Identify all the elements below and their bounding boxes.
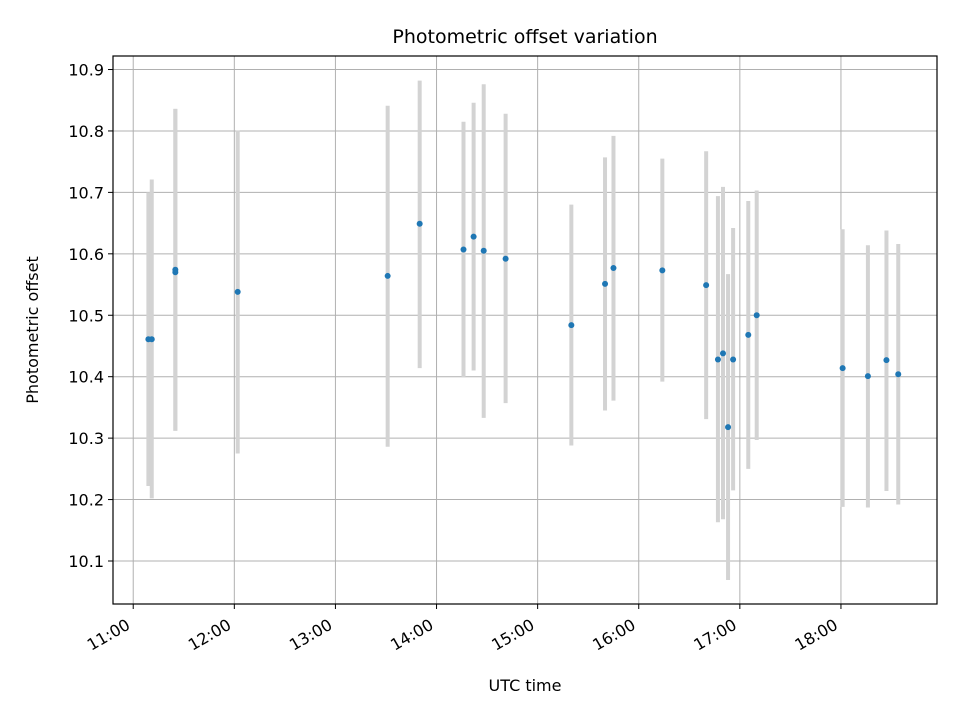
data-point bbox=[480, 247, 487, 254]
data-point bbox=[725, 424, 732, 431]
data-point bbox=[719, 350, 726, 357]
data-point bbox=[730, 356, 737, 363]
data-point bbox=[714, 356, 721, 363]
data-point bbox=[659, 267, 666, 274]
data-point bbox=[883, 357, 890, 364]
data-point bbox=[234, 288, 241, 295]
plot-frame bbox=[112, 55, 938, 605]
chart-title: Photometric offset variation bbox=[392, 26, 657, 48]
data-point bbox=[753, 312, 760, 319]
y-axis-title: Photometric offset bbox=[23, 256, 42, 404]
x-axis-title: UTC time bbox=[489, 676, 562, 695]
y-tick-label: 10.5 bbox=[68, 306, 104, 325]
grid bbox=[113, 56, 937, 604]
data-points bbox=[145, 220, 902, 431]
y-tick-label: 10.1 bbox=[68, 552, 104, 571]
y-tick-label: 10.6 bbox=[68, 245, 104, 264]
data-point bbox=[384, 272, 391, 279]
data-point bbox=[148, 336, 155, 343]
data-point bbox=[839, 365, 846, 372]
data-point bbox=[610, 264, 617, 271]
data-point bbox=[864, 373, 871, 380]
data-point bbox=[703, 282, 710, 289]
y-axis: 10.1 10.2 10.3 10.4 10.5 10.6 10.7 10.8 10.9 bbox=[68, 61, 113, 571]
data-point bbox=[745, 331, 752, 338]
data-point bbox=[460, 246, 467, 253]
data-point bbox=[602, 280, 609, 287]
y-tick-label: 10.9 bbox=[68, 61, 104, 80]
y-tick-label: 10.2 bbox=[68, 491, 104, 510]
y-tick-label: 10.3 bbox=[68, 429, 104, 448]
y-tick-label: 10.4 bbox=[68, 368, 104, 387]
y-tick-label: 10.8 bbox=[68, 122, 104, 141]
data-point bbox=[172, 266, 179, 273]
data-point bbox=[895, 371, 902, 378]
y-tick-label: 10.7 bbox=[68, 183, 104, 202]
data-point bbox=[568, 322, 575, 329]
data-point bbox=[470, 233, 477, 240]
data-point bbox=[502, 255, 509, 262]
data-point bbox=[416, 220, 423, 227]
